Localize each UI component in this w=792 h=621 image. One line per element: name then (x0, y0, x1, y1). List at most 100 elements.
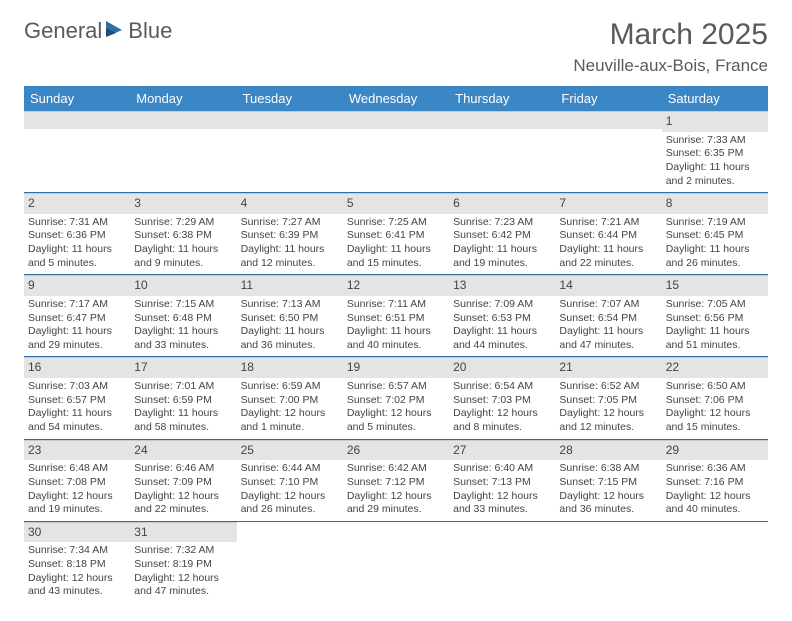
calendar-day-cell: 18Sunrise: 6:59 AMSunset: 7:00 PMDayligh… (237, 357, 343, 439)
calendar-day-cell: 23Sunrise: 6:48 AMSunset: 7:08 PMDayligh… (24, 439, 130, 521)
calendar-day-cell (449, 111, 555, 193)
day-details: Sunrise: 7:21 AMSunset: 6:44 PMDaylight:… (555, 214, 661, 275)
day-number: 9 (24, 275, 130, 296)
sunrise-text: Sunrise: 7:34 AM (28, 544, 126, 558)
sunrise-text: Sunrise: 6:48 AM (28, 462, 126, 476)
sunrise-text: Sunrise: 7:27 AM (241, 216, 339, 230)
calendar-day-cell: 25Sunrise: 6:44 AMSunset: 7:10 PMDayligh… (237, 439, 343, 521)
sunrise-text: Sunrise: 7:32 AM (134, 544, 232, 558)
daylight-text: Daylight: 11 hours and 54 minutes. (28, 407, 126, 434)
calendar-day-cell: 4Sunrise: 7:27 AMSunset: 6:39 PMDaylight… (237, 193, 343, 275)
day-details: Sunrise: 7:13 AMSunset: 6:50 PMDaylight:… (237, 296, 343, 357)
weekday-header: Thursday (449, 86, 555, 111)
calendar-day-cell: 29Sunrise: 6:36 AMSunset: 7:16 PMDayligh… (662, 439, 768, 521)
calendar-day-cell: 22Sunrise: 6:50 AMSunset: 7:06 PMDayligh… (662, 357, 768, 439)
calendar-day-cell: 14Sunrise: 7:07 AMSunset: 6:54 PMDayligh… (555, 275, 661, 357)
sunset-text: Sunset: 6:38 PM (134, 229, 232, 243)
day-details: Sunrise: 7:11 AMSunset: 6:51 PMDaylight:… (343, 296, 449, 357)
calendar-day-cell: 26Sunrise: 6:42 AMSunset: 7:12 PMDayligh… (343, 439, 449, 521)
calendar-day-cell: 8Sunrise: 7:19 AMSunset: 6:45 PMDaylight… (662, 193, 768, 275)
calendar-day-cell (662, 521, 768, 603)
day-number: 25 (237, 440, 343, 461)
sunset-text: Sunset: 6:57 PM (28, 394, 126, 408)
weekday-header: Monday (130, 86, 236, 111)
day-details: Sunrise: 6:52 AMSunset: 7:05 PMDaylight:… (555, 378, 661, 439)
day-details: Sunrise: 6:50 AMSunset: 7:06 PMDaylight:… (662, 378, 768, 439)
calendar-week-row: 23Sunrise: 6:48 AMSunset: 7:08 PM Dayligh… (24, 439, 768, 521)
sunrise-text: Sunrise: 6:38 AM (559, 462, 657, 476)
day-details: Sunrise: 6:46 AMSunset: 7:09 PMDaylight:… (130, 460, 236, 521)
month-title: March 2025 (573, 18, 768, 52)
blank-day-head (237, 111, 343, 129)
day-number: 2 (24, 193, 130, 214)
sunset-text: Sunset: 6:53 PM (453, 312, 551, 326)
sunset-text: Sunset: 6:36 PM (28, 229, 126, 243)
calendar-day-cell (449, 521, 555, 603)
day-number: 23 (24, 440, 130, 461)
day-details: Sunrise: 6:40 AMSunset: 7:13 PMDaylight:… (449, 460, 555, 521)
sunrise-text: Sunrise: 6:42 AM (347, 462, 445, 476)
sunrise-text: Sunrise: 7:15 AM (134, 298, 232, 312)
daylight-text: Daylight: 11 hours and 29 minutes. (28, 325, 126, 352)
sunset-text: Sunset: 7:08 PM (28, 476, 126, 490)
sunset-text: Sunset: 6:51 PM (347, 312, 445, 326)
calendar-day-cell: 7Sunrise: 7:21 AMSunset: 6:44 PMDaylight… (555, 193, 661, 275)
day-details: Sunrise: 7:34 AMSunset: 8:18 PMDaylight:… (24, 542, 130, 603)
calendar-day-cell: 13Sunrise: 7:09 AMSunset: 6:53 PMDayligh… (449, 275, 555, 357)
day-details: Sunrise: 7:17 AMSunset: 6:47 PMDaylight:… (24, 296, 130, 357)
daylight-text: Daylight: 11 hours and 26 minutes. (666, 243, 764, 270)
sunset-text: Sunset: 8:19 PM (134, 558, 232, 572)
daylight-text: Daylight: 12 hours and 5 minutes. (347, 407, 445, 434)
calendar-day-cell (237, 111, 343, 193)
calendar-day-cell: 31Sunrise: 7:32 AMSunset: 8:19 PMDayligh… (130, 521, 236, 603)
sunrise-text: Sunrise: 6:57 AM (347, 380, 445, 394)
sunrise-text: Sunrise: 7:03 AM (28, 380, 126, 394)
calendar-day-cell: 20Sunrise: 6:54 AMSunset: 7:03 PMDayligh… (449, 357, 555, 439)
weekday-header-row: Sunday Monday Tuesday Wednesday Thursday… (24, 86, 768, 111)
sunrise-text: Sunrise: 7:25 AM (347, 216, 445, 230)
day-details: Sunrise: 7:29 AMSunset: 6:38 PMDaylight:… (130, 214, 236, 275)
calendar-day-cell: 11Sunrise: 7:13 AMSunset: 6:50 PMDayligh… (237, 275, 343, 357)
sunset-text: Sunset: 7:13 PM (453, 476, 551, 490)
day-details: Sunrise: 7:03 AMSunset: 6:57 PMDaylight:… (24, 378, 130, 439)
sunrise-text: Sunrise: 6:46 AM (134, 462, 232, 476)
day-number: 12 (343, 275, 449, 296)
calendar-day-cell: 27Sunrise: 6:40 AMSunset: 7:13 PMDayligh… (449, 439, 555, 521)
calendar-day-cell: 17Sunrise: 7:01 AMSunset: 6:59 PMDayligh… (130, 357, 236, 439)
sunrise-text: Sunrise: 7:05 AM (666, 298, 764, 312)
day-details: Sunrise: 7:19 AMSunset: 6:45 PMDaylight:… (662, 214, 768, 275)
calendar-day-cell (343, 521, 449, 603)
day-number: 31 (130, 522, 236, 543)
sunset-text: Sunset: 6:47 PM (28, 312, 126, 326)
day-number: 18 (237, 357, 343, 378)
day-number: 22 (662, 357, 768, 378)
calendar-day-cell (555, 111, 661, 193)
sunset-text: Sunset: 7:02 PM (347, 394, 445, 408)
sunset-text: Sunset: 6:39 PM (241, 229, 339, 243)
calendar-table: Sunday Monday Tuesday Wednesday Thursday… (24, 86, 768, 603)
daylight-text: Daylight: 11 hours and 47 minutes. (559, 325, 657, 352)
daylight-text: Daylight: 12 hours and 29 minutes. (347, 490, 445, 517)
blank-day-head (343, 111, 449, 129)
calendar-day-cell (555, 521, 661, 603)
calendar-day-cell: 15Sunrise: 7:05 AMSunset: 6:56 PMDayligh… (662, 275, 768, 357)
calendar-day-cell: 2Sunrise: 7:31 AMSunset: 6:36 PMDaylight… (24, 193, 130, 275)
sunset-text: Sunset: 7:03 PM (453, 394, 551, 408)
sunrise-text: Sunrise: 6:54 AM (453, 380, 551, 394)
brand-text-part2: Blue (128, 18, 172, 44)
calendar-day-cell: 21Sunrise: 6:52 AMSunset: 7:05 PMDayligh… (555, 357, 661, 439)
daylight-text: Daylight: 12 hours and 40 minutes. (666, 490, 764, 517)
daylight-text: Daylight: 11 hours and 36 minutes. (241, 325, 339, 352)
sunrise-text: Sunrise: 6:50 AM (666, 380, 764, 394)
brand-text-part1: General (24, 18, 102, 44)
day-number: 28 (555, 440, 661, 461)
day-number: 11 (237, 275, 343, 296)
day-number: 27 (449, 440, 555, 461)
sunrise-text: Sunrise: 7:19 AM (666, 216, 764, 230)
sunset-text: Sunset: 6:35 PM (666, 147, 764, 161)
blank-day-head (449, 111, 555, 129)
sunrise-text: Sunrise: 7:09 AM (453, 298, 551, 312)
sunrise-text: Sunrise: 7:21 AM (559, 216, 657, 230)
sunset-text: Sunset: 6:56 PM (666, 312, 764, 326)
sunset-text: Sunset: 7:09 PM (134, 476, 232, 490)
